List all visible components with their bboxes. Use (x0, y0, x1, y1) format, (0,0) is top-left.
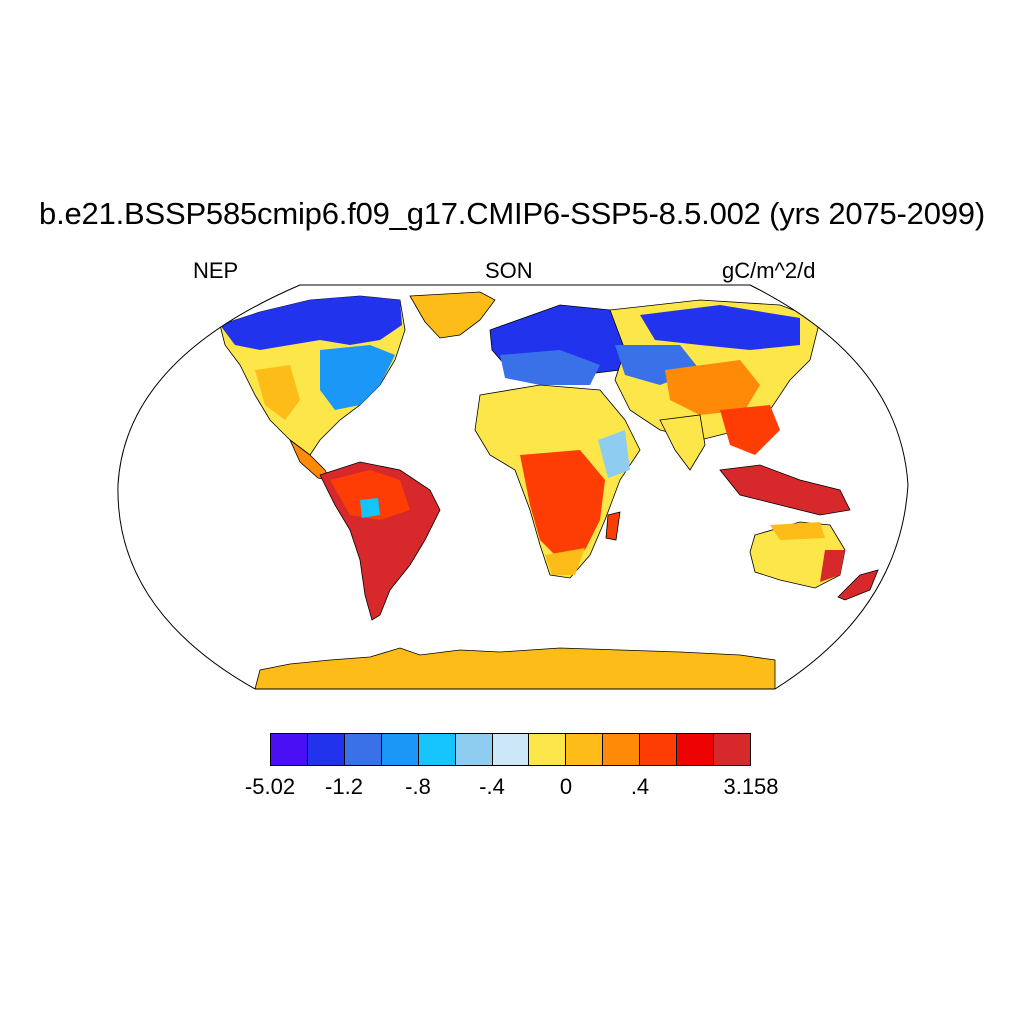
colorbar-swatch (529, 734, 567, 765)
colorbar-tick-label: 3.158 (723, 774, 779, 799)
colorbar-tick-label: -.4 (479, 774, 505, 799)
colorbar (270, 733, 751, 766)
region-siberia (640, 305, 800, 350)
colorbar-swatch (381, 734, 419, 765)
colorbar-swatch (492, 734, 530, 765)
region-north-america-boreal (220, 296, 402, 350)
colorbar-tick-label: .4 (630, 774, 650, 799)
map-border (117, 284, 909, 690)
colorbar-swatch (344, 734, 382, 765)
region-indonesia (719, 464, 851, 516)
units-label: gC/m^2/d (722, 258, 816, 283)
colorbar-swatch (714, 734, 750, 765)
region-madagascar (605, 511, 621, 541)
region-amazon (330, 470, 410, 520)
region-china (665, 360, 760, 415)
region-north-america-east (320, 345, 395, 410)
colorbar-tick-label: 0 (559, 774, 573, 799)
region-australia-east (820, 550, 845, 582)
region-africa-south (545, 548, 585, 575)
region-east-africa (598, 430, 630, 478)
colorbar-tick-label: -.8 (405, 774, 431, 799)
region-antarctica (254, 647, 776, 689)
region-europe-south (500, 350, 600, 385)
colorbar-swatch (271, 734, 308, 765)
colorbar-tick-label: -5.02 (244, 774, 296, 799)
colorbar-swatch (418, 734, 456, 765)
colorbar-swatch (640, 734, 678, 765)
variable-label: NEP (193, 258, 239, 283)
season-label: SON (485, 258, 533, 283)
region-greenland (409, 291, 496, 339)
colorbar-swatch (566, 734, 604, 765)
colorbar-swatch (603, 734, 641, 765)
plot-title: b.e21.BSSP585cmip6.f09_g17.CMIP6-SSP5-8.… (39, 196, 985, 231)
region-southeast-asia (720, 405, 780, 455)
region-new-zealand (837, 569, 879, 601)
colorbar-swatch (677, 734, 715, 765)
colorbar-swatch (455, 734, 493, 765)
region-india (659, 414, 706, 471)
region-south-america-patch (360, 498, 380, 518)
colorbar-tick-label: -1.2 (325, 774, 363, 799)
region-north-america-west (255, 365, 300, 420)
region-australia-north (770, 522, 825, 540)
colorbar-swatch (307, 734, 345, 765)
region-africa-central (520, 450, 605, 560)
